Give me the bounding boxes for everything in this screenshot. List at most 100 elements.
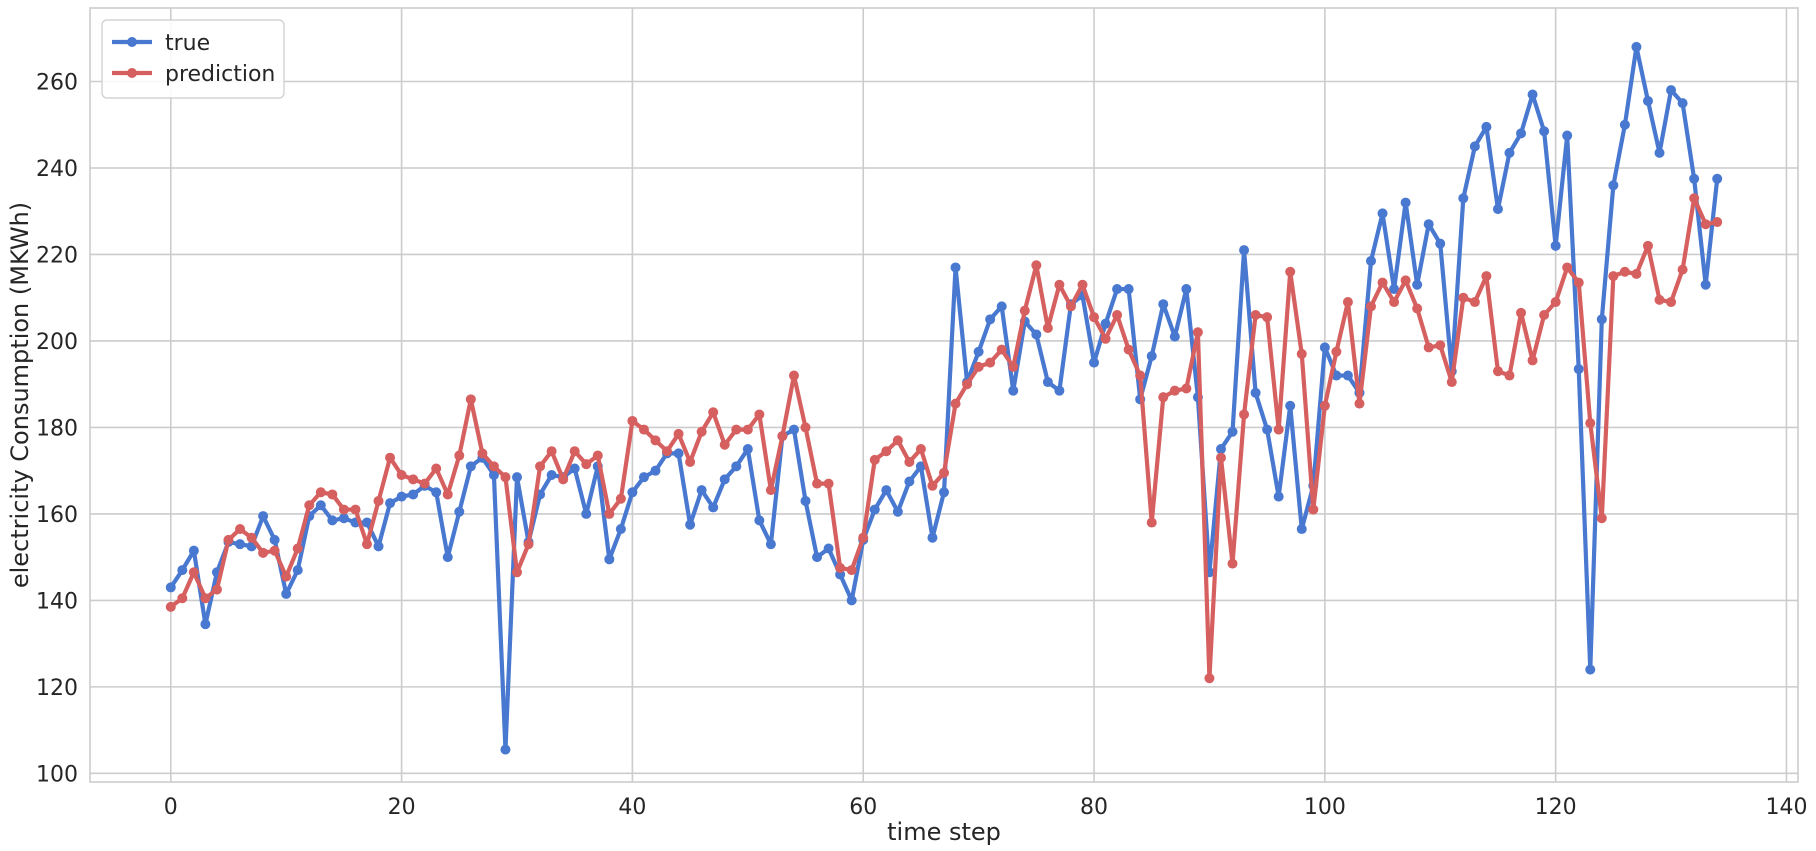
data-point — [1573, 364, 1584, 375]
data-point — [1308, 504, 1319, 515]
data-point — [1539, 310, 1550, 321]
data-point — [292, 565, 303, 576]
x-tick-label: 40 — [618, 795, 646, 820]
data-point — [431, 487, 442, 498]
data-point — [846, 565, 857, 576]
data-point — [569, 446, 580, 457]
data-point — [1296, 348, 1307, 359]
data-point — [1654, 147, 1665, 158]
data-point — [869, 504, 880, 515]
series-line — [169, 196, 1718, 681]
series-prediction — [165, 193, 1723, 684]
data-point — [1123, 344, 1134, 355]
data-point — [385, 452, 396, 463]
data-point — [1008, 385, 1019, 396]
data-point — [431, 463, 442, 474]
x-axis-ticks: 0 20 40 60 80 100 120 140 — [164, 795, 1808, 820]
y-axis-label: electricity Consumption (MKWh) — [6, 202, 34, 588]
data-point — [338, 504, 349, 515]
data-point — [1631, 41, 1642, 52]
data-point — [1054, 385, 1065, 396]
data-point — [1158, 299, 1169, 310]
data-point — [442, 552, 453, 563]
data-point — [488, 469, 499, 480]
data-point — [1608, 271, 1619, 282]
data-point — [1619, 266, 1630, 277]
data-point — [1423, 219, 1434, 230]
data-point — [396, 469, 407, 480]
data-point — [1377, 208, 1388, 219]
data-point — [1273, 424, 1284, 435]
data-point — [1227, 426, 1238, 437]
data-point — [1700, 279, 1711, 290]
data-point — [500, 472, 511, 483]
data-point — [1677, 98, 1688, 109]
data-point — [1008, 361, 1019, 372]
data-point — [1689, 193, 1700, 204]
data-point — [985, 314, 996, 325]
data-point — [1631, 268, 1642, 279]
data-point — [465, 461, 476, 472]
data-point — [742, 444, 753, 455]
data-point — [604, 554, 615, 565]
data-point — [800, 495, 811, 506]
data-point — [973, 346, 984, 357]
data-point — [996, 301, 1007, 312]
data-point — [1065, 301, 1076, 312]
series-true — [165, 41, 1723, 755]
data-point — [1112, 284, 1123, 295]
legend-label: prediction — [165, 62, 275, 87]
data-point — [1135, 370, 1146, 381]
data-point — [315, 487, 326, 498]
legend: true prediction — [101, 19, 285, 99]
data-point — [1435, 340, 1446, 351]
data-point — [1504, 147, 1515, 158]
data-point — [1712, 217, 1723, 228]
data-point — [1700, 219, 1711, 230]
data-point — [1596, 513, 1607, 524]
data-point — [235, 524, 246, 535]
data-point — [1539, 126, 1550, 137]
data-point — [1585, 418, 1596, 429]
data-point — [258, 547, 269, 558]
data-point — [535, 461, 546, 472]
data-point — [292, 543, 303, 554]
data-point — [1619, 119, 1630, 130]
data-point — [188, 567, 199, 578]
data-point — [523, 539, 534, 550]
data-point — [812, 552, 823, 563]
x-tick-label: 20 — [388, 795, 416, 820]
data-point — [1366, 255, 1376, 266]
data-point — [1158, 392, 1169, 403]
series-line — [169, 44, 1720, 752]
data-point — [973, 361, 984, 372]
data-point — [1677, 264, 1688, 275]
data-point — [754, 515, 765, 526]
data-point — [1077, 279, 1088, 290]
data-point — [1031, 260, 1042, 271]
data-point — [1412, 303, 1423, 314]
data-point — [904, 457, 915, 468]
data-point — [1389, 284, 1400, 295]
data-point — [488, 461, 499, 472]
data-point — [1227, 558, 1238, 569]
data-point — [1412, 279, 1423, 290]
data-point — [188, 545, 199, 556]
data-point — [1100, 318, 1111, 329]
data-point — [581, 459, 592, 470]
data-point — [835, 562, 846, 573]
data-point — [823, 478, 834, 489]
data-point — [1585, 664, 1596, 675]
y-tick-label: 260 — [36, 71, 78, 96]
data-point — [939, 467, 949, 478]
data-point — [1573, 277, 1584, 288]
data-point — [1527, 355, 1538, 366]
data-point — [281, 571, 292, 582]
data-point — [765, 485, 776, 496]
data-point — [1469, 297, 1480, 308]
data-point — [1481, 121, 1492, 132]
data-point — [962, 379, 973, 390]
data-point — [500, 744, 511, 755]
data-point — [1492, 366, 1503, 377]
y-tick-label: 140 — [36, 589, 78, 614]
